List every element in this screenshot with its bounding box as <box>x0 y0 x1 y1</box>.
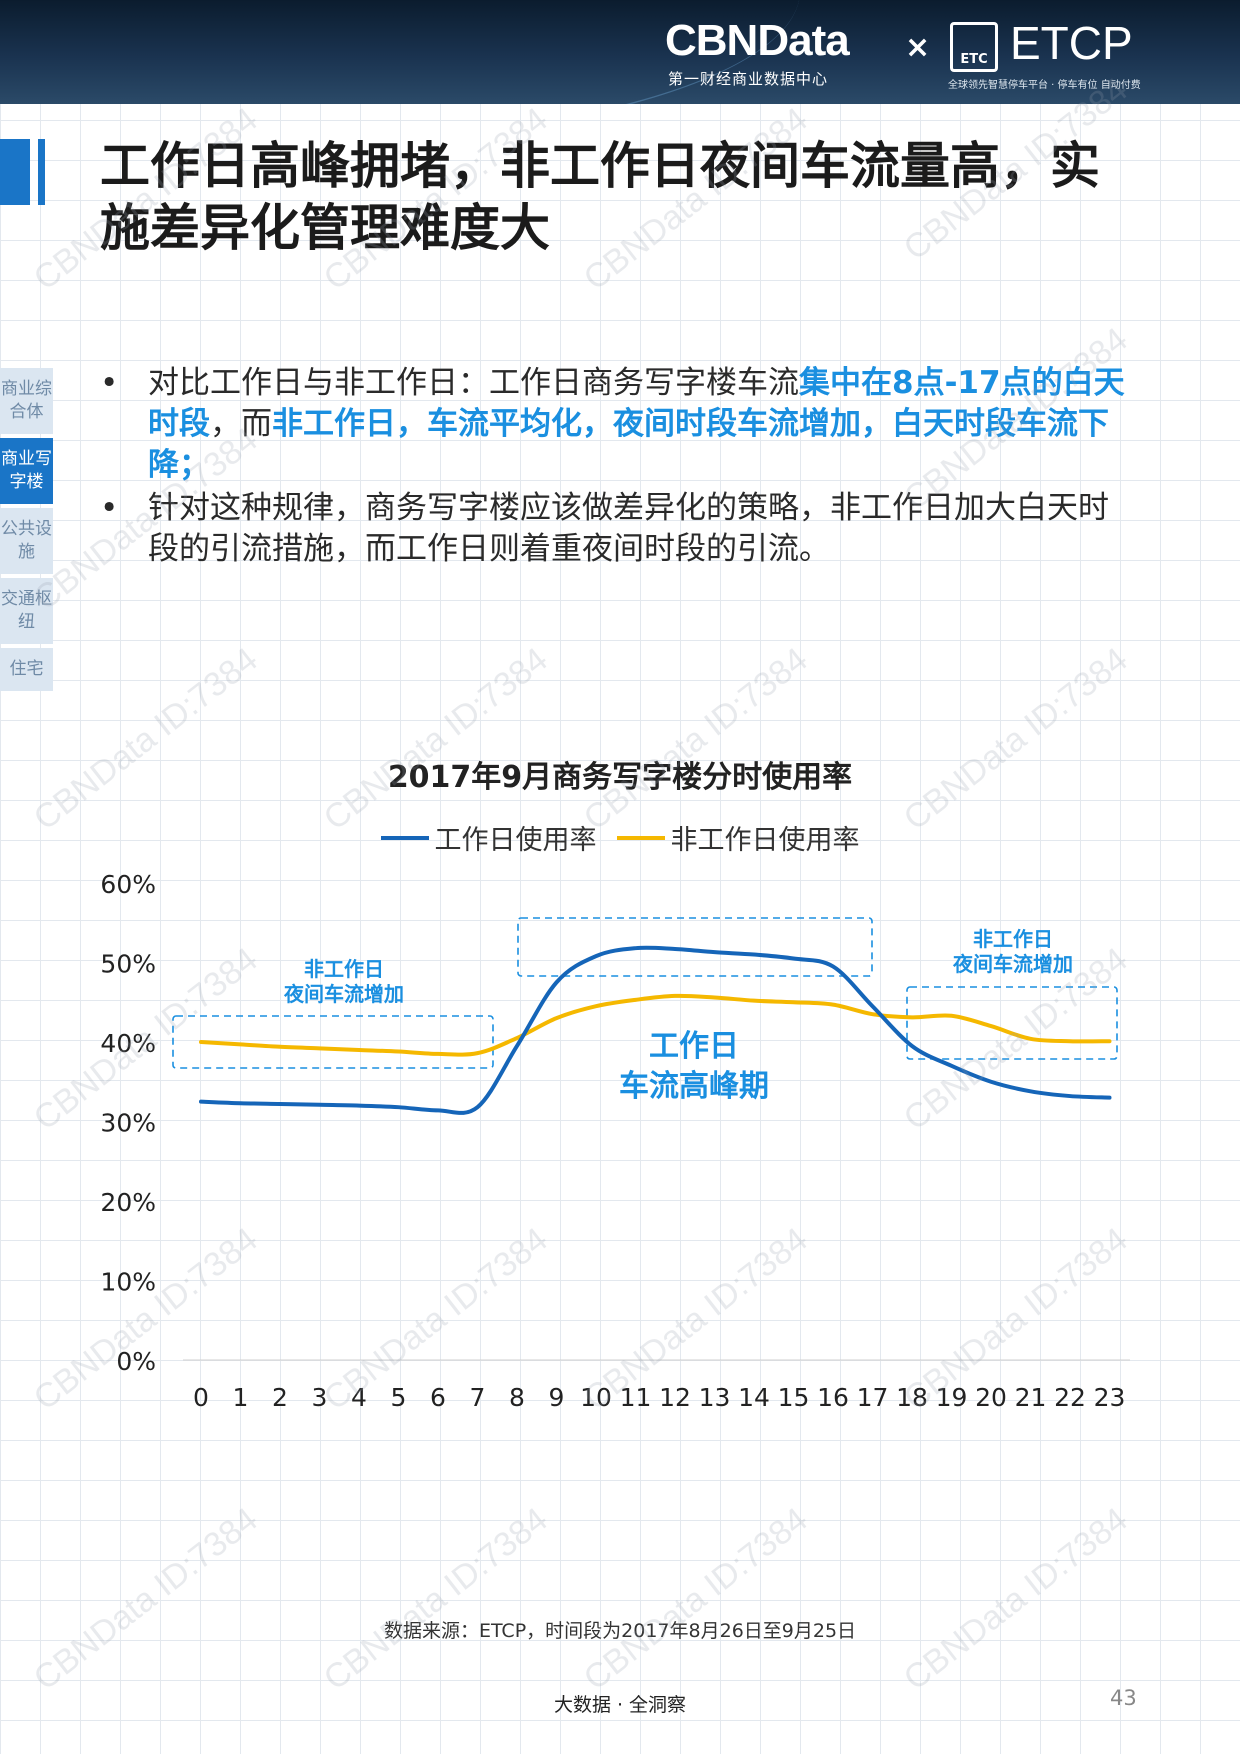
partner-logo: ETCP <box>1010 17 1133 69</box>
sidenav-item-office-building[interactable]: 商业写字楼 <box>0 438 53 504</box>
y-tick-label: 30% <box>100 1109 156 1138</box>
x-tick-label: 23 <box>1094 1383 1126 1412</box>
bullet-highlight: 非工作日，车流平均化，夜间时段车流增加，白天时段车流下降； <box>148 406 1109 483</box>
legend-swatch-workday <box>380 835 429 840</box>
legend-swatch-nonworkday <box>616 835 665 840</box>
x-tick-label: 15 <box>778 1383 810 1412</box>
brand-subtitle: 第一财经商业数据中心 <box>668 70 829 88</box>
x-tick-label: 2 <box>272 1383 288 1412</box>
title-accent-bar-thin <box>38 139 45 205</box>
sidenav-item-label: 商业写字楼 <box>1 449 52 492</box>
x-tick-label: 13 <box>699 1383 731 1412</box>
legend-label-nonworkday: 非工作日使用率 <box>670 825 860 856</box>
legend-label-workday: 工作日使用率 <box>434 825 597 856</box>
title-accent-bar <box>0 139 30 205</box>
partner-subtitle: 全球领先智慧停车平台 · 停车有位 自动付费 <box>948 80 1141 91</box>
annotation-label: 夜间车流增加 <box>952 952 1073 976</box>
annotation-label: 夜间车流增加 <box>283 982 404 1006</box>
y-tick-label: 50% <box>100 950 156 979</box>
sidenav-item-label: 商业综合体 <box>1 379 52 422</box>
annotation-label: 非工作日 <box>973 927 1053 951</box>
sidenav-item-label: 公共设施 <box>1 519 52 562</box>
page-title: 工作日高峰拥堵，非工作日夜间车流量高，实施差异化管理难度大 <box>100 137 1100 257</box>
annotation-box <box>517 917 873 977</box>
y-tick-label: 40% <box>100 1029 156 1058</box>
x-tick-label: 1 <box>233 1383 249 1412</box>
sidenav-item-label: 住宅 <box>9 659 44 679</box>
data-source: 数据来源：ETCP，时间段为2017年8月26日至9月25日 <box>383 1620 857 1642</box>
series-line-nonworkday <box>199 993 1112 1057</box>
bullet-item: • 对比工作日与非工作日：工作日商务写字楼车流集中在8点-17点的白天时段，而非… <box>100 363 1130 486</box>
x-tick-label: 0 <box>193 1383 209 1412</box>
sidenav-item-transport-hub[interactable]: 交通枢纽 <box>0 578 53 644</box>
header-banner: CBNData 第一财经商业数据中心 × ETC ETCP 全球领先智慧停车平台… <box>0 0 1240 104</box>
sidenav-item-residential[interactable]: 住宅 <box>0 648 53 691</box>
etc-badge-icon: ETC <box>950 22 998 72</box>
x-tick-label: 22 <box>1054 1383 1086 1412</box>
chart-legend: 工作日使用率 非工作日使用率 <box>0 818 1240 857</box>
annotation-label: 车流高峰期 <box>619 1069 769 1104</box>
x-tick-label: 7 <box>470 1383 486 1412</box>
x-tick-label: 17 <box>857 1383 889 1412</box>
page-number: 43 <box>1110 1686 1137 1710</box>
x-tick-label: 18 <box>896 1383 928 1412</box>
brand-logo: CBNData <box>665 16 850 65</box>
x-tick-label: 8 <box>509 1383 525 1412</box>
x-tick-label: 21 <box>1015 1383 1047 1412</box>
bullet-item: • 针对这种规律，商务写字楼应该做差异化的策略，非工作日加大白天时段的引流措施，… <box>100 488 1130 570</box>
x-tick-label: 20 <box>975 1383 1007 1412</box>
bullet-highlight: 集中在8点-17点的白天时段 <box>148 365 1125 442</box>
x-tick-label: 10 <box>580 1383 612 1412</box>
y-tick-label: 60% <box>100 870 156 899</box>
x-tick-label: 9 <box>549 1383 565 1412</box>
x-tick-label: 19 <box>936 1383 968 1412</box>
times-icon: × <box>905 30 931 65</box>
sidenav-item-commercial-complex[interactable]: 商业综合体 <box>0 368 53 434</box>
annotation-box <box>906 986 1118 1060</box>
sidenav-item-label: 交通枢纽 <box>1 589 52 632</box>
footer-slogan: 大数据 · 全洞察 <box>553 1694 687 1716</box>
bullet-text: 针对这种规律，商务写字楼应该做差异化的策略，非工作日加大白天时段的引流措施，而工… <box>148 490 1109 567</box>
x-tick-label: 11 <box>620 1383 652 1412</box>
sidenav-item-public-facilities[interactable]: 公共设施 <box>0 508 53 574</box>
legend-item-nonworkday: 非工作日使用率 <box>616 818 860 857</box>
annotation-label: 非工作日 <box>304 957 384 981</box>
bullet-marker: • <box>100 490 119 526</box>
y-tick-label: 0% <box>116 1347 156 1376</box>
bullet-marker: • <box>100 365 119 401</box>
x-tick-label: 12 <box>659 1383 691 1412</box>
x-tick-label: 5 <box>391 1383 407 1412</box>
x-tick-label: 6 <box>430 1383 446 1412</box>
side-nav: 商业综合体 商业写字楼 公共设施 交通枢纽 住宅 <box>0 368 53 695</box>
x-tick-label: 4 <box>351 1383 367 1412</box>
y-tick-label: 10% <box>100 1268 156 1297</box>
chart-title: 2017年9月商务写字楼分时使用率 <box>387 760 853 795</box>
bullet-text: ，而 <box>210 406 272 442</box>
legend-item-workday: 工作日使用率 <box>380 818 597 857</box>
x-tick-label: 16 <box>817 1383 849 1412</box>
bullet-list: • 对比工作日与非工作日：工作日商务写字楼车流集中在8点-17点的白天时段，而非… <box>100 363 1130 572</box>
bullet-text: 对比工作日与非工作日：工作日商务写字楼车流 <box>148 365 799 401</box>
x-tick-label: 3 <box>312 1383 328 1412</box>
series-line-workday <box>199 945 1112 1115</box>
annotation-label: 工作日 <box>649 1029 739 1064</box>
x-tick-label: 14 <box>738 1383 770 1412</box>
annotation-box <box>172 1015 494 1069</box>
y-tick-label: 20% <box>100 1188 156 1217</box>
